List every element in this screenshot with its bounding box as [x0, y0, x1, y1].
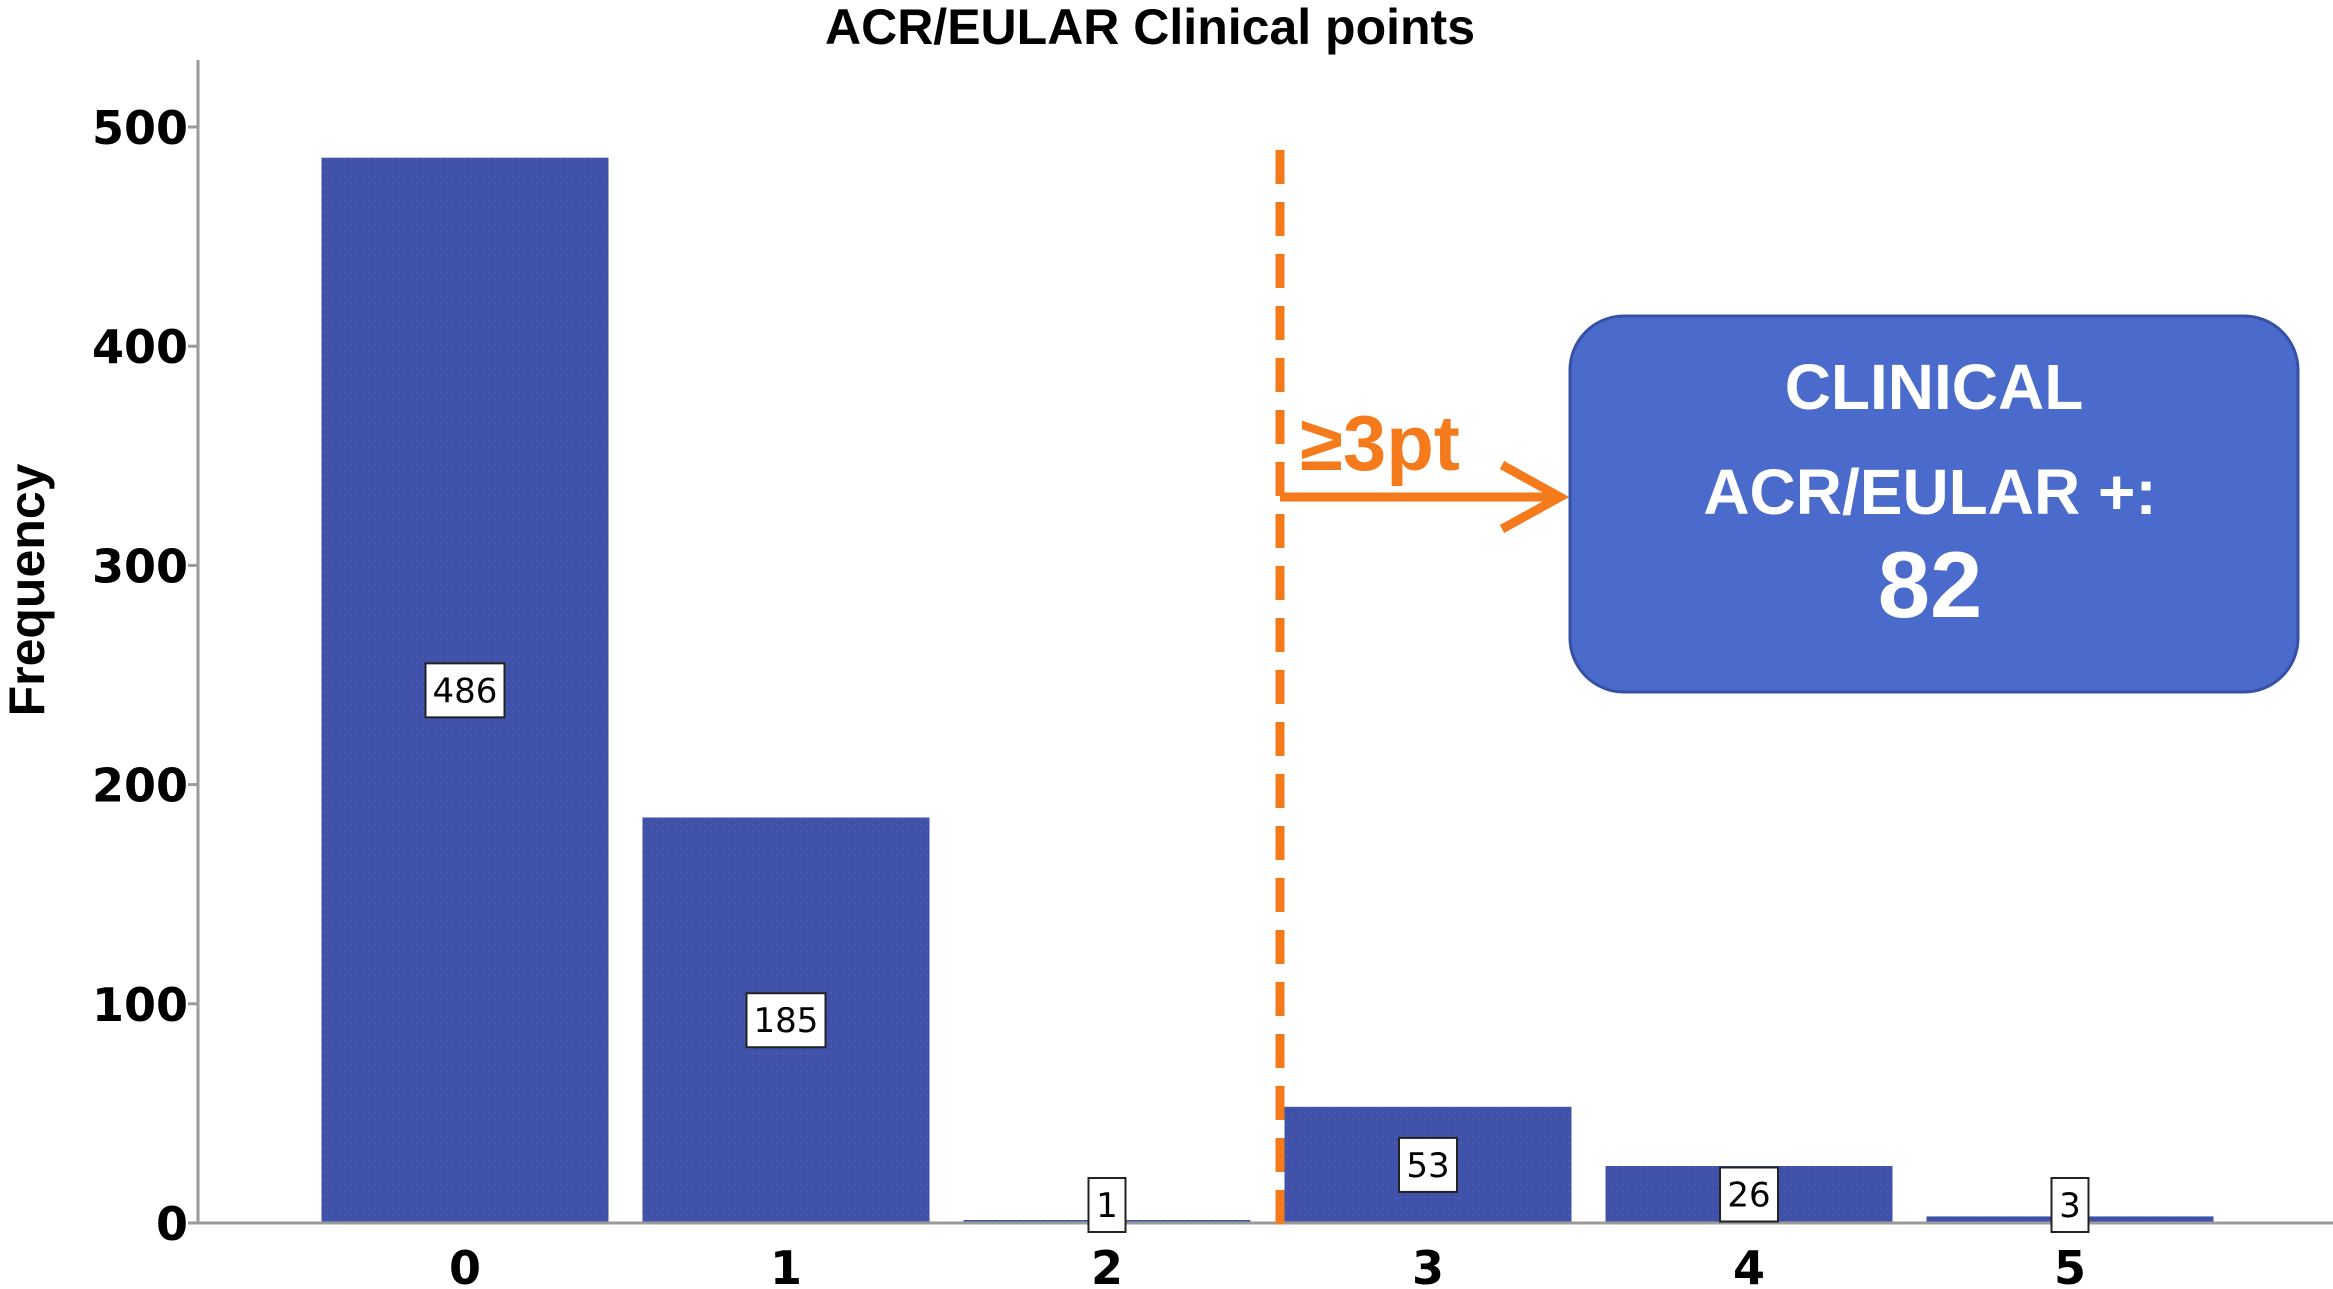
data-label-1: 185: [754, 1001, 819, 1041]
callout-line1: CLINICAL: [1785, 351, 2084, 423]
x-ticks: 0 1 2 3 4 5: [449, 1241, 2086, 1289]
y-axis-label: Frequency: [0, 463, 55, 716]
x-tick-label-5: 5: [2054, 1241, 2086, 1289]
x-tick-label-1: 1: [770, 1241, 802, 1289]
x-tick-label-3: 3: [1412, 1241, 1444, 1289]
data-label-5: 3: [2059, 1186, 2081, 1226]
data-label-0: 486: [433, 671, 498, 711]
y-tick-label-300: 300: [92, 539, 188, 593]
threshold-label: ≥3pt: [1300, 399, 1460, 487]
axes: [196, 60, 2333, 1225]
threshold-text: 3pt: [1343, 399, 1460, 487]
threshold-symbol: ≥: [1300, 399, 1343, 487]
data-label-box-3: [1398, 1136, 1458, 1193]
x-tick-label-2: 2: [1091, 1241, 1123, 1289]
data-label-box-0: [424, 662, 506, 719]
threshold-annotation: ≥3pt: [1275, 150, 1570, 1240]
y-tick-label-500: 500: [92, 101, 188, 155]
threshold-arrow-head: [1499, 461, 1570, 533]
data-label-3: 53: [1406, 1146, 1449, 1186]
data-label-box-5: [2050, 1177, 2090, 1233]
y-tick-label-400: 400: [92, 320, 188, 374]
y-tick-label-200: 200: [92, 759, 188, 813]
callout-value: 82: [1878, 532, 1983, 637]
callout-line2: ACR/EULAR +:: [1703, 456, 2156, 528]
chart-title: ACR/EULAR Clinical points: [825, 0, 1475, 55]
callout-rect: [1568, 314, 2300, 694]
data-labels: 486 185 1 53 26 3: [424, 662, 2090, 1233]
y-tick-label-0: 0: [156, 1197, 188, 1251]
y-tick-label-100: 100: [92, 978, 188, 1032]
data-label-2: 1: [1096, 1186, 1118, 1226]
x-tick-label-4: 4: [1733, 1241, 1765, 1289]
y-ticks: 0 100 200 300 400 500: [92, 101, 198, 1251]
x-tick-label-0: 0: [449, 1241, 481, 1289]
data-label-4: 26: [1727, 1176, 1770, 1216]
callout-box: CLINICAL ACR/EULAR +: 82: [1568, 314, 2300, 694]
data-label-box-4: [1719, 1166, 1779, 1223]
data-label-box-2: [1087, 1177, 1127, 1233]
data-label-box-1: [745, 992, 827, 1049]
